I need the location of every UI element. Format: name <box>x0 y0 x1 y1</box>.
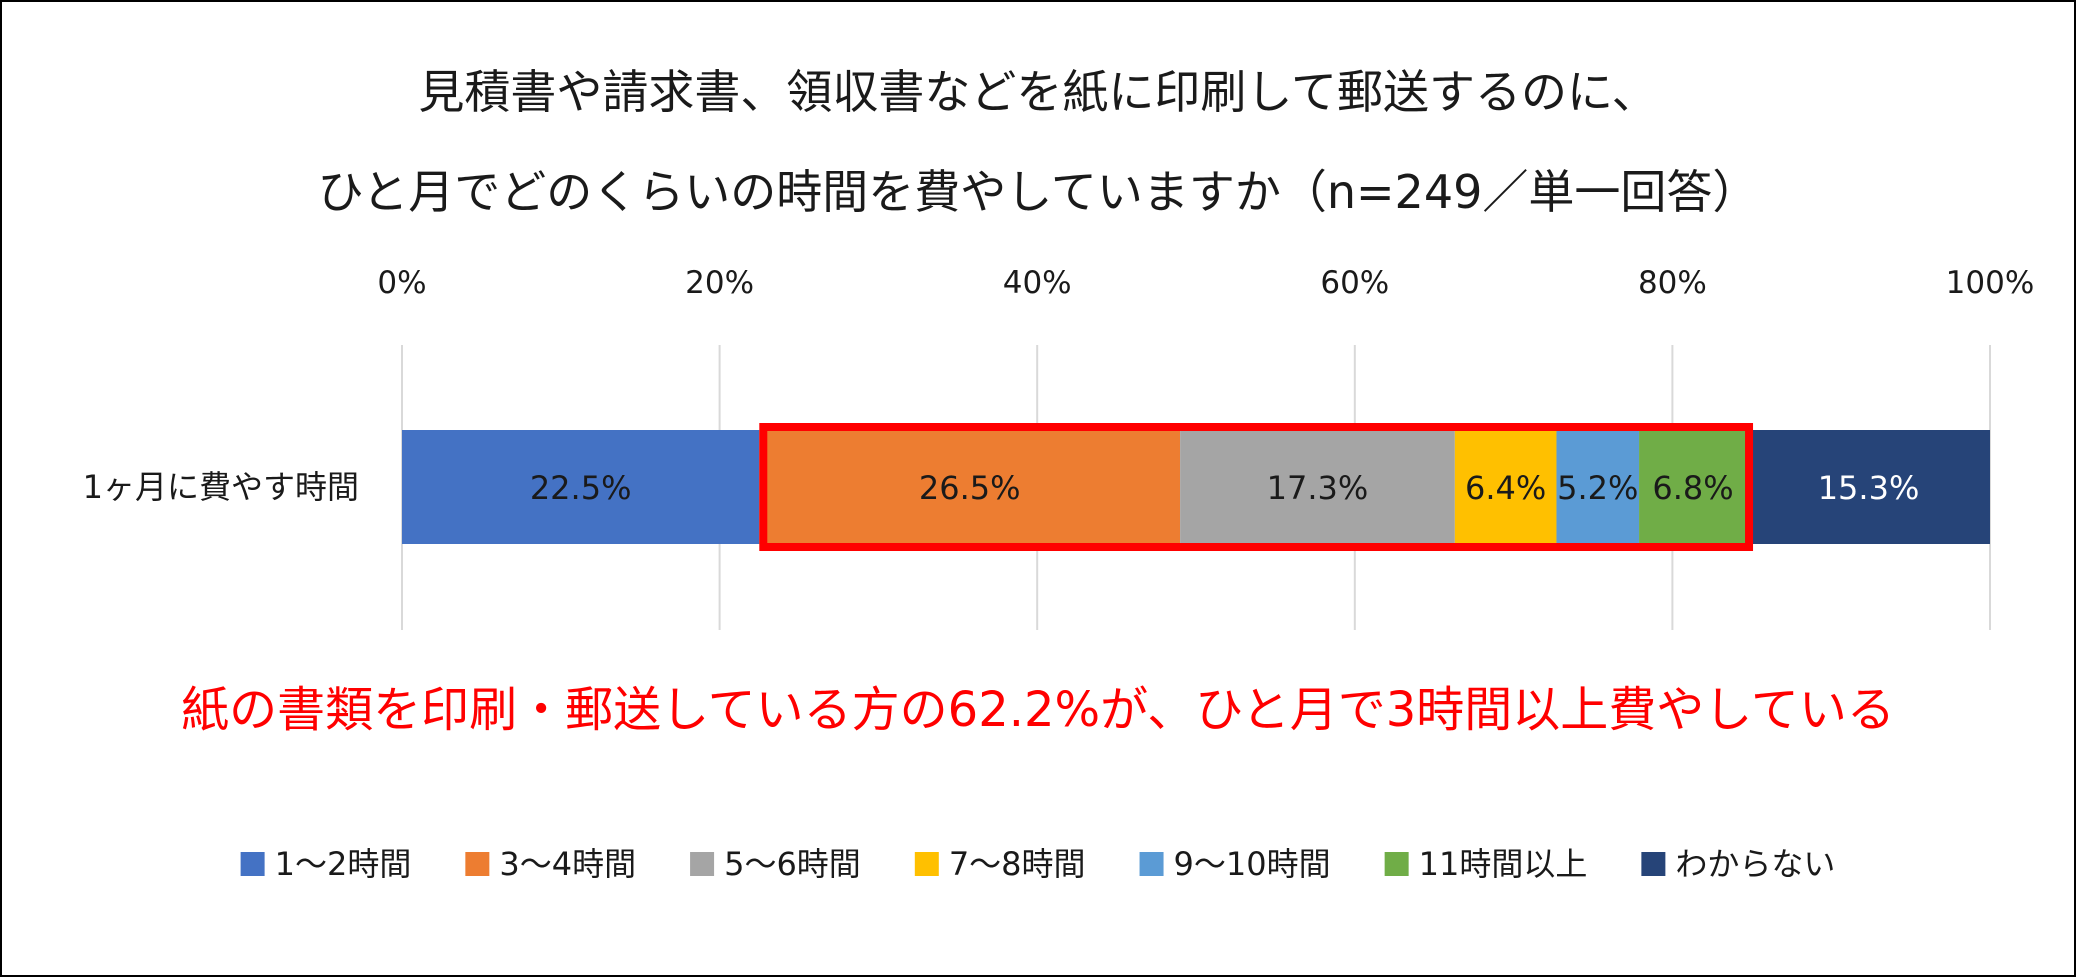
legend-label-6: わからない <box>1675 845 1835 883</box>
x-tick-label-4: 80% <box>1638 265 1707 301</box>
x-tick-label-3: 60% <box>1320 265 1389 301</box>
bar-segment-6 <box>1747 430 1990 544</box>
data-label-6: 15.3% <box>1818 469 1920 507</box>
x-tick-label-2: 40% <box>1003 265 1072 301</box>
data-label-1: 26.5% <box>919 469 1021 507</box>
bar-segment-4 <box>1556 430 1640 544</box>
legend-swatch-0 <box>240 852 265 876</box>
legend-swatch-3 <box>914 852 939 876</box>
bar-segment-1 <box>759 430 1181 544</box>
data-label-2: 17.3% <box>1267 469 1369 507</box>
x-tick-label-1: 20% <box>685 265 754 301</box>
legend-swatch-4 <box>1139 852 1164 876</box>
highlight-box-group <box>759 423 1754 551</box>
legend-swatch-1 <box>465 852 490 876</box>
x-axis-tick-labels: 0% 20% 40% 60% 80% 100% <box>377 265 2034 301</box>
x-tick-label-0: 0% <box>377 265 426 301</box>
x-tick-label-5: 100% <box>1946 265 2035 301</box>
bar-segment-5 <box>1639 430 1748 544</box>
chart-title: 見積書や請求書、領収書などを紙に印刷して郵送するのに、 ひと月でどのくらいの時間… <box>318 65 1759 219</box>
data-label-0: 22.5% <box>530 469 632 507</box>
bar-segment-3 <box>1454 430 1557 544</box>
highlight-box <box>759 423 1754 551</box>
category-label-0: 1ヶ月に費やす時間 <box>83 468 359 506</box>
legend-label-0: 1〜2時間 <box>275 845 412 883</box>
legend-label-1: 3〜4時間 <box>499 845 636 883</box>
legend-swatch-5 <box>1384 852 1409 876</box>
legend-swatch-6 <box>1641 852 1666 876</box>
data-label-3: 6.4% <box>1465 469 1546 507</box>
data-label-5: 6.8% <box>1652 469 1733 507</box>
data-labels: 22.5% 26.5% 17.3% 6.4% 5.2% 6.8% 15.3% <box>530 469 1920 507</box>
chart-title-line-2: ひと月でどのくらいの時間を費やしていますか（n=249／単一回答） <box>318 165 1759 219</box>
data-label-4: 5.2% <box>1557 469 1638 507</box>
bar-segments <box>402 430 1990 544</box>
legend-label-3: 7〜8時間 <box>949 845 1086 883</box>
legend-label-2: 5〜6時間 <box>724 845 861 883</box>
legend-swatch-2 <box>690 852 715 876</box>
legend-label-5: 11時間以上 <box>1419 845 1588 883</box>
legend: 1〜2時間 3〜4時間 5〜6時間 7〜8時間 9〜10時間 11時間以上 わからない <box>240 845 1835 883</box>
bar-segment-0 <box>402 430 760 544</box>
annotation-note: 紙の書類を印刷・郵送している方の62.2%が、ひと月で3時間以上費やしている <box>181 682 1895 738</box>
chart-title-line-1: 見積書や請求書、領収書などを紙に印刷して郵送するのに、 <box>418 65 1657 119</box>
y-axis-category-labels: 1ヶ月に費やす時間 <box>83 468 359 506</box>
legend-label-4: 9〜10時間 <box>1174 845 1331 883</box>
bar-segment-2 <box>1180 430 1455 544</box>
